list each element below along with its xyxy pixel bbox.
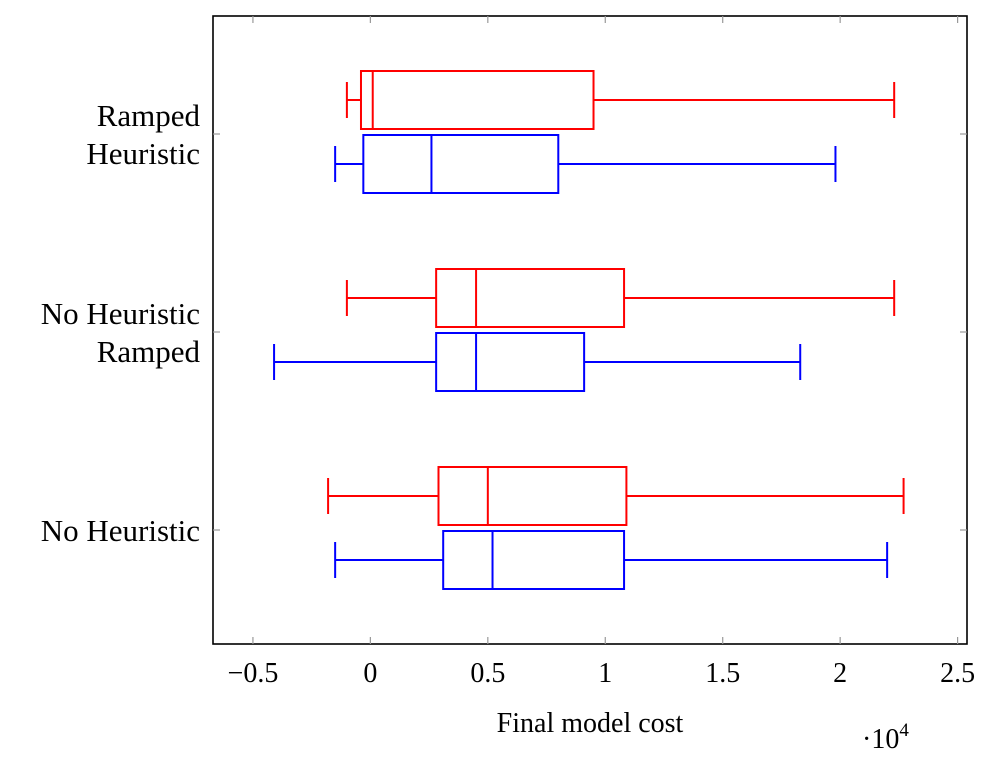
- category-label: No Heuristic: [41, 296, 200, 331]
- box-iqr-red: [435, 268, 626, 328]
- tick-marks: [213, 16, 967, 644]
- x-tick-labels: −0.5 0 0.5 1 1.5 2 2.5: [228, 658, 976, 689]
- box-iqr-blue: [442, 530, 626, 590]
- box-series: [273, 70, 905, 590]
- x-tick-label: 2.5: [940, 658, 975, 689]
- x-tick-label: 0: [363, 658, 377, 689]
- x-axis-exponent: ·104: [862, 720, 909, 755]
- x-tick-label: 0.5: [470, 658, 505, 689]
- box-iqr-blue: [362, 134, 560, 194]
- box-iqr-red: [437, 466, 628, 526]
- x-tick-label: 2: [833, 658, 847, 689]
- x-axis-title: Final model cost: [497, 708, 684, 739]
- plot-frame: [212, 15, 968, 645]
- x-tick-label: 1: [598, 658, 612, 689]
- category-label: Ramped: [97, 334, 201, 369]
- x-tick-label: 1.5: [705, 658, 740, 689]
- box-iqr-red: [359, 70, 595, 130]
- category-label: Heuristic: [86, 136, 200, 171]
- box-iqr-blue: [435, 332, 586, 392]
- category-label: No Heuristic: [41, 513, 200, 548]
- x-tick-label: −0.5: [228, 658, 279, 689]
- category-label: Ramped: [97, 98, 201, 133]
